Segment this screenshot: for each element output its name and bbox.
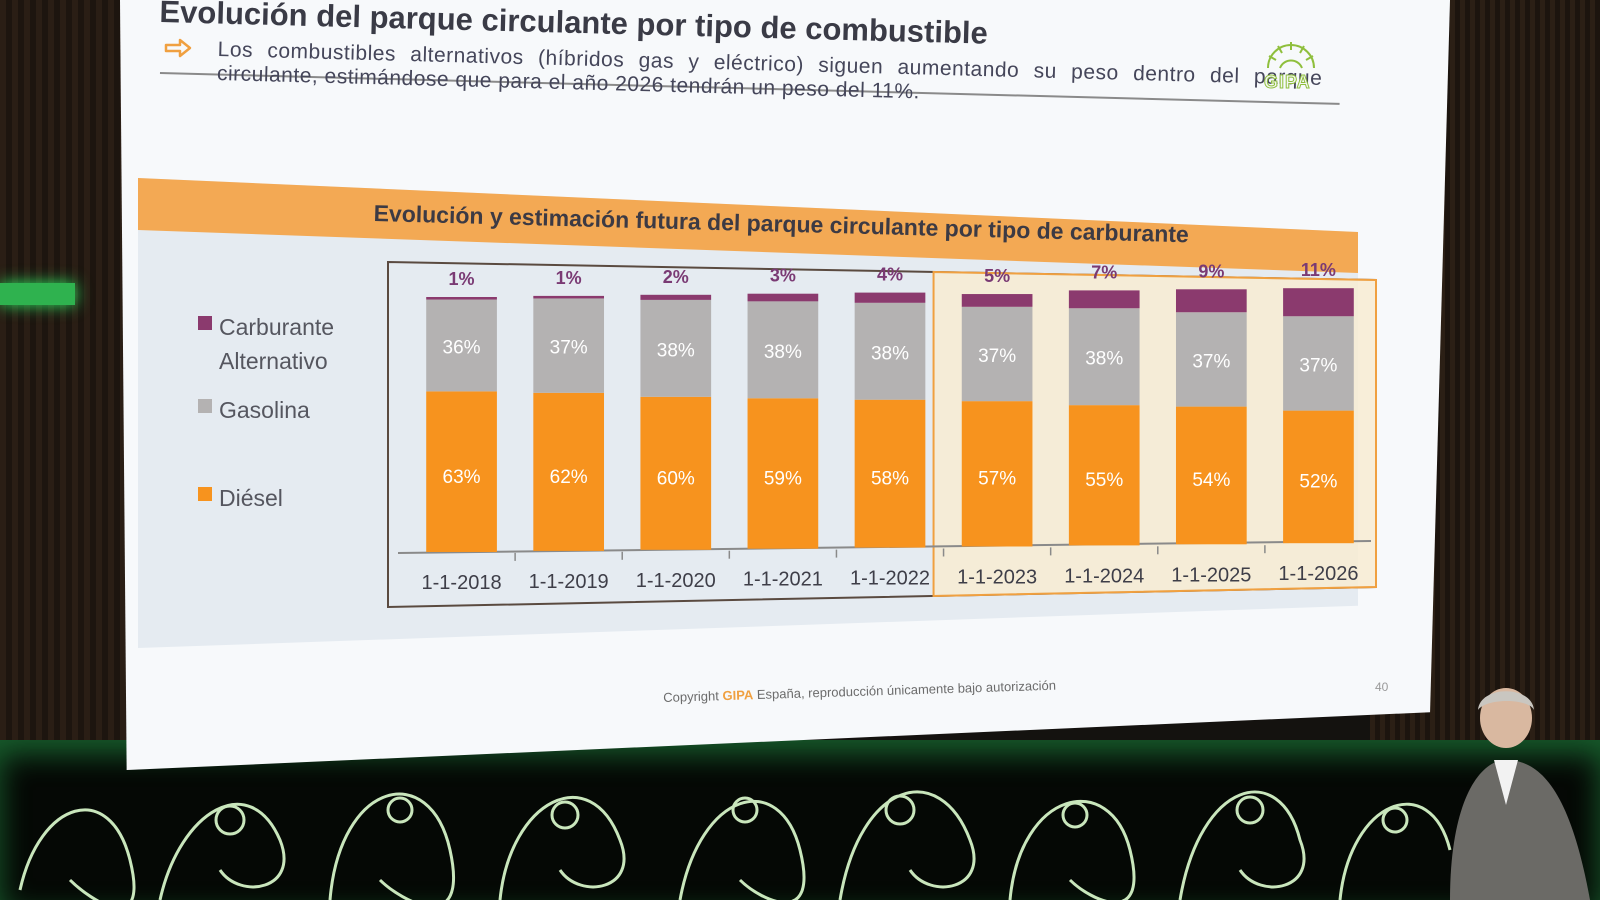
- data-label-2-2: 2%: [663, 267, 689, 287]
- copyright-brand: GIPA: [722, 687, 754, 704]
- bar-2-0: [426, 297, 497, 300]
- stacked-bar-chart: 63% 62% 60% 59% 58% 57% 55% 54% 52% 36% 37% 38% 38% 3…: [387, 260, 1377, 609]
- data-label-1-0: 36%: [443, 337, 481, 358]
- legend-item-gasolina: Gasolina: [198, 393, 310, 427]
- line-art-faces-decoration: [18, 790, 1452, 900]
- arrow-right-icon: [164, 38, 192, 58]
- presenter-figure: [1450, 688, 1590, 900]
- data-label-1-6: 38%: [1085, 349, 1123, 370]
- legend-label-alternativo: Carburante Alternativo: [219, 314, 335, 374]
- data-label-0-7: 54%: [1192, 470, 1230, 491]
- data-label-0-8: 52%: [1299, 472, 1337, 493]
- data-label-2-1: 1%: [556, 268, 582, 288]
- bar-2-7: [1175, 289, 1247, 313]
- x-tick-label-0: 1-1-2018: [422, 572, 502, 594]
- bar-1-3: [747, 301, 819, 399]
- x-tick-label-8: 1-1-2026: [1278, 563, 1358, 585]
- estimation-frame: [932, 270, 1377, 597]
- bar-0-5: [961, 401, 1033, 547]
- data-label-1-5: 37%: [978, 346, 1016, 367]
- projected-slide: Evolución del parque circulante por tipo…: [120, 0, 1450, 770]
- bar-1-1: [533, 298, 605, 393]
- x-tick-label-5: 1-1-2023: [957, 567, 1037, 589]
- legend-swatch-gasolina: [198, 399, 212, 413]
- x-tick-label-4: 1-1-2022: [850, 568, 930, 590]
- data-label-2-6: 7%: [1091, 262, 1117, 282]
- bar-1-8: [1283, 316, 1354, 411]
- bar-2-3: [747, 293, 819, 302]
- data-label-2-3: 3%: [770, 266, 796, 286]
- bar-1-2: [640, 299, 712, 397]
- bar-2-5: [961, 294, 1033, 307]
- bar-2-4: [854, 292, 926, 303]
- data-label-0-2: 60%: [657, 468, 695, 489]
- x-tick-label-2: 1-1-2020: [636, 570, 716, 592]
- bar-0-3: [747, 398, 819, 549]
- gipa-logo-text: GIPA: [1264, 72, 1311, 93]
- bar-2-2: [640, 294, 712, 300]
- green-light-strip: [0, 283, 75, 305]
- bar-2-8: [1283, 288, 1354, 317]
- data-label-1-1: 37%: [550, 338, 588, 359]
- stage-led-panel: [0, 740, 1600, 900]
- legend-label-gasolina: Gasolina: [219, 397, 310, 423]
- data-label-2-7: 9%: [1198, 261, 1224, 281]
- legend-swatch-alternativo: [198, 316, 212, 330]
- data-label-2-4: 4%: [877, 265, 903, 285]
- bar-0-8: [1283, 410, 1354, 544]
- legend-label-diesel: Diésel: [219, 485, 283, 511]
- bar-0-4: [854, 399, 926, 548]
- data-label-1-8: 37%: [1299, 355, 1337, 376]
- legend-item-alternativo: Carburante Alternativo: [198, 310, 334, 378]
- legend-swatch-diesel: [198, 487, 212, 501]
- bar-0-2: [640, 396, 712, 550]
- data-label-0-5: 57%: [978, 469, 1016, 490]
- copyright-prefix: Copyright: [663, 688, 723, 705]
- legend-item-diesel: Diésel: [198, 481, 283, 515]
- data-label-0-1: 62%: [550, 467, 588, 488]
- bar-0-1: [533, 392, 605, 551]
- data-label-2-5: 5%: [984, 266, 1010, 286]
- bar-2-6: [1068, 290, 1140, 309]
- bar-0-6: [1068, 405, 1140, 546]
- x-tick-label-1: 1-1-2019: [529, 571, 609, 593]
- bar-0-7: [1175, 406, 1247, 545]
- bar-1-6: [1068, 308, 1140, 406]
- bar-2-1: [533, 295, 605, 299]
- bar-1-0: [426, 299, 497, 392]
- x-tick-label-7: 1-1-2025: [1171, 564, 1251, 586]
- x-tick-label-6: 1-1-2024: [1064, 565, 1144, 587]
- data-label-2-0: 1%: [449, 269, 475, 289]
- data-label-1-7: 37%: [1192, 351, 1230, 372]
- bar-0-0: [426, 391, 497, 552]
- gipa-logo-icon: [1267, 42, 1315, 69]
- page-number: 40: [1375, 680, 1389, 694]
- bar-1-5: [961, 306, 1033, 402]
- data-label-0-4: 58%: [871, 469, 909, 490]
- data-label-1-2: 38%: [657, 340, 695, 361]
- data-label-0-0: 63%: [443, 467, 481, 488]
- data-label-1-4: 38%: [871, 343, 909, 364]
- data-label-0-6: 55%: [1085, 470, 1123, 491]
- bar-1-7: [1175, 312, 1247, 407]
- data-label-2-8: 11%: [1301, 260, 1336, 280]
- data-label-0-3: 59%: [764, 468, 802, 489]
- data-label-1-3: 38%: [764, 342, 802, 363]
- bar-1-4: [854, 302, 926, 400]
- x-tick-label-3: 1-1-2021: [743, 569, 823, 591]
